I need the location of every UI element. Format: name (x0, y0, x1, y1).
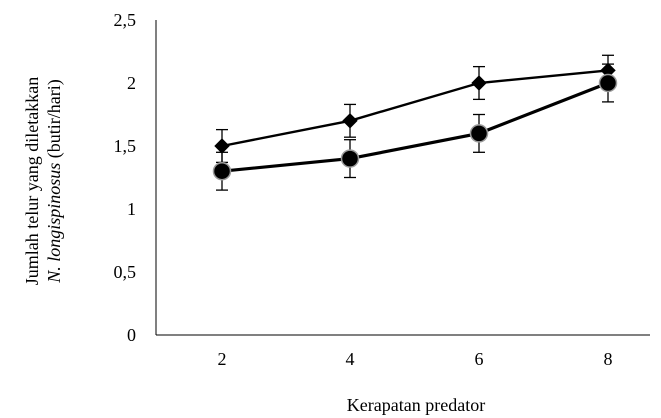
y-tick-label: 2,5 (114, 10, 137, 30)
y-tick-label: 2 (127, 73, 136, 93)
y-axis-title-line1: Jumlah telur yang diletakkan (22, 77, 42, 285)
series-2-point (212, 161, 232, 181)
series-1-point (471, 75, 487, 91)
series-2-line (221, 81, 609, 173)
y-tick-label: 1,5 (114, 136, 137, 156)
y-tick-label: 0 (127, 325, 136, 345)
y-axis-title-species: N. longispinosus (44, 163, 64, 284)
x-tick-label: 4 (346, 349, 355, 369)
x-tick-label: 6 (475, 349, 484, 369)
svg-text:Jumlah telur yang diletakkan: Jumlah telur yang diletakkan (22, 77, 42, 285)
series-2-point (598, 73, 618, 93)
series-1-point (214, 138, 230, 154)
y-axis-title: Jumlah telur yang diletakkan N. longispi… (22, 77, 65, 285)
series-2-point (340, 149, 360, 168)
x-tick-label: 2 (218, 349, 227, 369)
y-tick-label: 1 (127, 199, 136, 219)
x-tick-label: 8 (604, 349, 613, 369)
series-1-point (342, 113, 358, 129)
svg-text:N. longispinosus (butir/hari): N. longispinosus (butir/hari) (44, 79, 65, 284)
x-axis-title: Kerapatan predator (347, 395, 485, 415)
series-2-point (469, 124, 489, 143)
series-1-line (221, 69, 609, 148)
plot-area: 0 0,5 1 1,5 2 2,5 2 4 6 8 (114, 10, 650, 369)
y-axis-title-unit: (butir/hari) (44, 79, 65, 162)
y-tick-label: 0,5 (114, 262, 137, 282)
